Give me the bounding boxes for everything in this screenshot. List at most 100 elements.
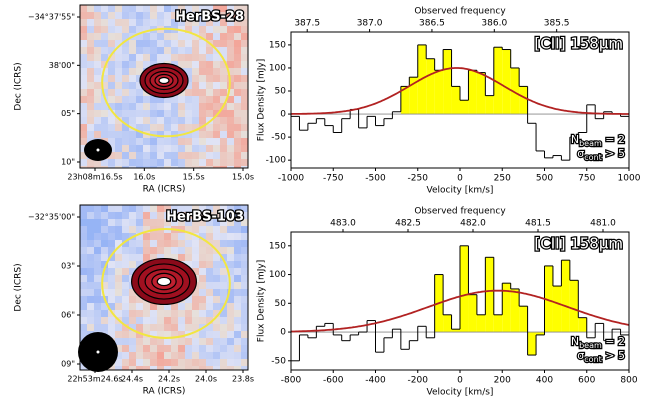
map-pixel [157, 131, 164, 138]
map-pixel [101, 317, 108, 324]
map-pixel [157, 40, 164, 47]
map-pixel [143, 138, 150, 145]
map-pixel [164, 317, 171, 324]
map-pixel [150, 310, 157, 317]
map-pixel [199, 247, 206, 254]
map-pixel [94, 317, 101, 324]
map-pixel [129, 159, 136, 166]
map-pixel [241, 345, 248, 352]
map-pixel [178, 212, 185, 219]
x2-tick-label: 385.5 [544, 19, 570, 29]
annotation-symbol: N [571, 133, 579, 146]
annotation-subscript: beam [579, 139, 602, 148]
map-pixel [220, 289, 227, 296]
map-pixel [241, 40, 248, 47]
map-pixel [220, 19, 227, 26]
map-pixel [241, 233, 248, 240]
map-pixel [213, 96, 220, 103]
line-fill [485, 95, 494, 115]
map-pixel [234, 82, 241, 89]
map-pixel [220, 219, 227, 226]
map-pixel [122, 352, 129, 359]
map-pixel [122, 131, 129, 138]
map-pixel [94, 82, 101, 89]
map-pixel [192, 233, 199, 240]
map-pixel [129, 303, 136, 310]
map-pixel [115, 324, 122, 331]
x-tick-label: -250 [408, 174, 429, 184]
map-pixel [115, 145, 122, 152]
map-pixel [171, 96, 178, 103]
map-pixel [192, 40, 199, 47]
map-pixel [199, 317, 206, 324]
map-pixel [108, 131, 115, 138]
map-pixel [122, 233, 129, 240]
map-pixel [80, 5, 87, 12]
map-pixel [178, 5, 185, 12]
map-pixel [220, 331, 227, 338]
map-pixel [220, 205, 227, 212]
map-pixel [108, 89, 115, 96]
map-pixel [192, 47, 199, 54]
annotation-subscript: cont [584, 153, 602, 162]
x-tick-label: 15.5s [183, 173, 205, 182]
map-pixel [129, 96, 136, 103]
annotation-value: > 5 [602, 147, 625, 160]
map-pixel [206, 205, 213, 212]
annotation-symbol: σ [577, 147, 584, 160]
map-pixel [178, 359, 185, 366]
map-pixel [185, 254, 192, 261]
map-pixel [136, 366, 143, 370]
map-pixel [164, 310, 171, 317]
map-frame [79, 4, 249, 169]
map-pixel [199, 303, 206, 310]
map-pixel [227, 19, 234, 26]
x-tick-label: 1000 [618, 174, 641, 184]
map-pixel [94, 247, 101, 254]
x-tick-label: 600 [578, 376, 595, 386]
map-pixel [220, 40, 227, 47]
map-pixel [234, 110, 241, 117]
map-pixel [157, 317, 164, 324]
map-pixel [108, 40, 115, 47]
map-pixel [185, 324, 192, 331]
map-pixel [178, 166, 185, 168]
map-pixel [108, 247, 115, 254]
map-pixel [108, 26, 115, 33]
map-pixel [136, 331, 143, 338]
map-pixel [157, 110, 164, 117]
y-tick-label: 09" [61, 360, 75, 369]
map-pixel [206, 54, 213, 61]
map-pixel [178, 103, 185, 110]
map-pixel [213, 345, 220, 352]
map-pixel [94, 5, 101, 12]
map-pixel [164, 338, 171, 345]
beam-center [96, 350, 100, 354]
line-fill [485, 257, 494, 333]
map-pixel [220, 254, 227, 261]
map-pixel [213, 124, 220, 131]
map-pixel [80, 12, 87, 19]
map-pixel [185, 110, 192, 117]
map-pixel [185, 226, 192, 233]
map-pixel [157, 212, 164, 219]
map-pixel [115, 61, 122, 68]
map-pixel [241, 331, 248, 338]
map-pixel [213, 268, 220, 275]
map-pixel [171, 219, 178, 226]
map-pixel [220, 12, 227, 19]
map-pixel [185, 345, 192, 352]
map-pixel [220, 240, 227, 247]
map-pixel [227, 240, 234, 247]
map-pixel [136, 19, 143, 26]
x-tick-label: 15.0s [232, 173, 254, 182]
map-pixel [115, 131, 122, 138]
map-pixel [199, 47, 206, 54]
map-pixel [213, 82, 220, 89]
map-pixel [185, 131, 192, 138]
map-pixel [227, 219, 234, 226]
x2-tick-label: 482.5 [395, 219, 421, 229]
map-pixel [171, 33, 178, 40]
line-fill [493, 47, 503, 115]
map-pixel [94, 117, 101, 124]
